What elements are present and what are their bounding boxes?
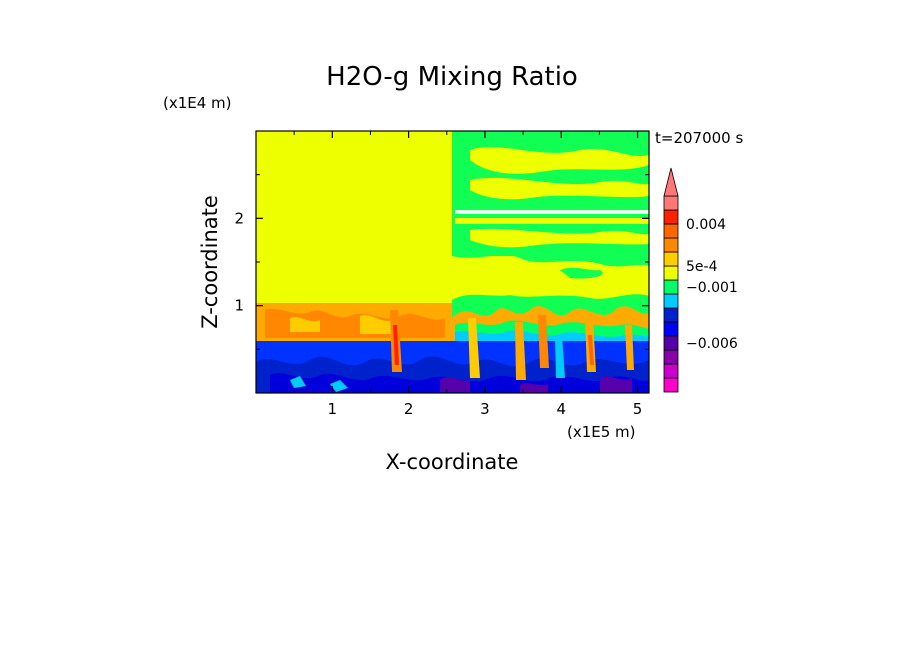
colorbar-label: −0.001 xyxy=(686,280,738,296)
x-unit-label: (x1E5 m) xyxy=(567,423,636,441)
y-axis: 12 xyxy=(234,174,649,350)
colorbar-swatch xyxy=(663,223,679,239)
x-tick-label: 4 xyxy=(556,400,566,418)
y-axis-title: Z-coordinate xyxy=(198,195,222,329)
colorbar-swatch xyxy=(663,265,679,281)
colorbar-swatch xyxy=(663,335,679,351)
convective-plumes xyxy=(390,310,634,380)
colorbar-swatch xyxy=(663,279,679,295)
upper-right-moist-region xyxy=(452,131,649,279)
x-tick-label: 1 xyxy=(328,400,338,418)
colorbar-label: −0.006 xyxy=(686,336,738,352)
x-tick-label: 3 xyxy=(480,400,490,418)
colorbar-swatch xyxy=(663,307,679,323)
chart-title: H2O-g Mixing Ratio xyxy=(326,62,578,92)
x-tick-label: 2 xyxy=(404,400,414,418)
colorbar-swatch xyxy=(663,363,679,379)
x-axis-title: X-coordinate xyxy=(386,450,519,474)
y-unit-label: (x1E4 m) xyxy=(163,94,232,112)
colorbar-swatch xyxy=(663,377,679,393)
colorbar: 0.004 5e-4 −0.001 −0.006 xyxy=(663,167,738,393)
time-label: t=207000 s xyxy=(655,129,743,147)
y-tick-label: 2 xyxy=(234,209,244,227)
colorbar-swatch xyxy=(663,251,679,267)
colorbar-swatch xyxy=(663,209,679,225)
y-tick-label: 1 xyxy=(234,297,244,315)
colorbar-label: 0.004 xyxy=(686,217,726,233)
colorbar-swatch xyxy=(663,195,679,211)
plot-area xyxy=(256,131,649,393)
x-tick-label: 5 xyxy=(633,400,643,418)
x-axis: 1 2 3 4 5 xyxy=(293,131,643,418)
colorbar-swatch xyxy=(663,321,679,337)
lower-orange-layer xyxy=(256,303,649,345)
colorbar-extend-arrow xyxy=(663,167,679,197)
colorbar-swatch xyxy=(663,293,679,309)
colorbar-swatch xyxy=(663,349,679,365)
colorbar-label: 5e-4 xyxy=(686,259,718,275)
bottom-blue-layer xyxy=(256,341,649,393)
colorbar-swatch xyxy=(663,237,679,253)
